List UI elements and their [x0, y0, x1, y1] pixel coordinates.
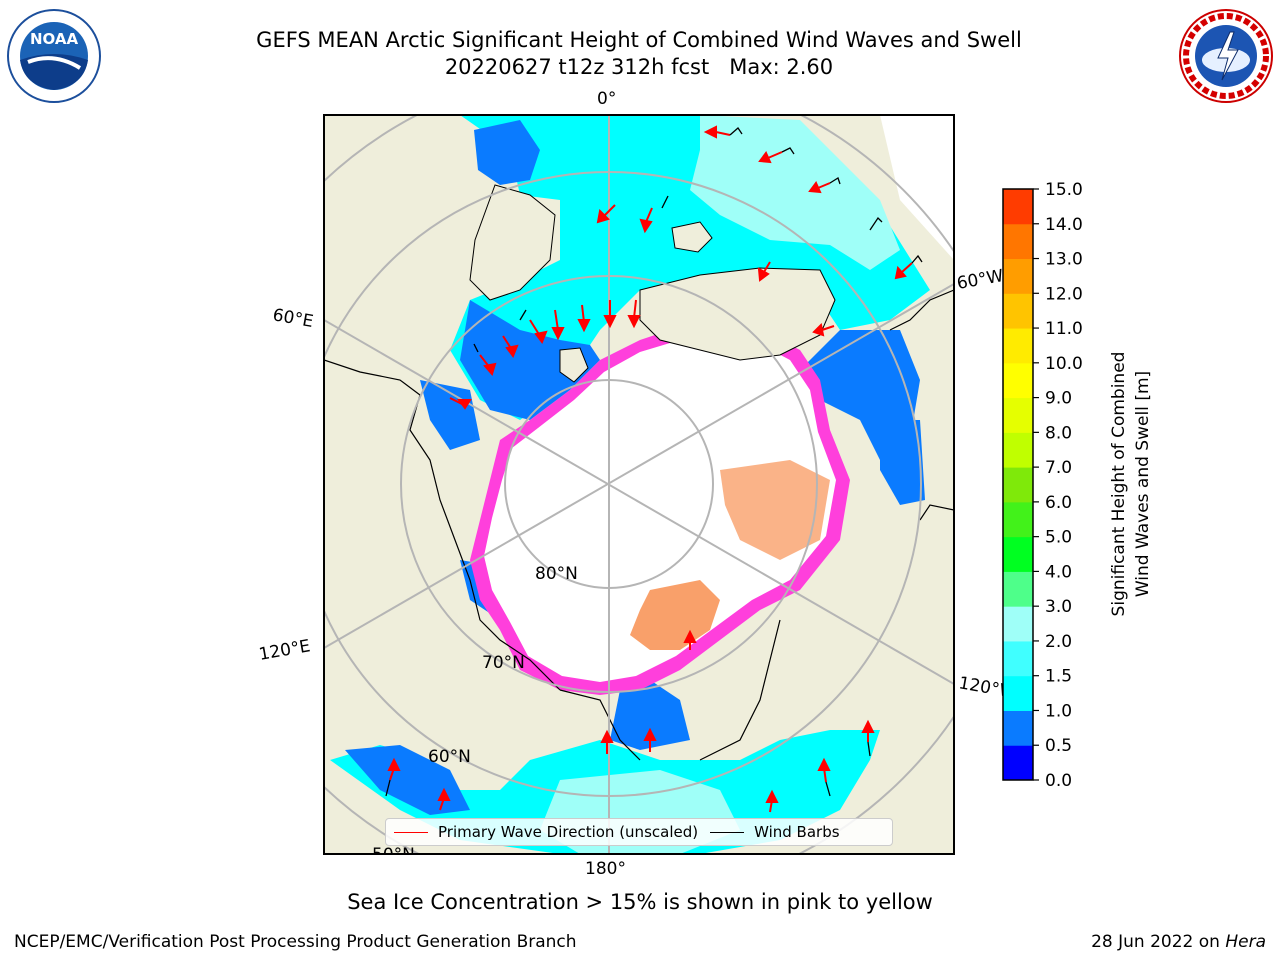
- colorbar-segment: [1003, 467, 1033, 503]
- colorbar-segment: [1003, 362, 1033, 399]
- colorbar-tick-label: 0.0: [1045, 771, 1072, 791]
- svalbard: [559, 347, 589, 383]
- colorbar-tick-label: 3.0: [1045, 597, 1072, 617]
- legend-swatch-black: [710, 831, 745, 833]
- colorbar-label-line2: Wind Waves and Swell [m]: [1133, 371, 1153, 597]
- lat-label-70: 70°N: [482, 653, 525, 673]
- footer-date: 28 Jun 2022 on Hera: [1091, 932, 1266, 952]
- graticule: [324, 115, 954, 854]
- colorbar-tick-label: 6.0: [1045, 493, 1072, 513]
- scandinavia: [469, 184, 556, 301]
- colorbar-segment: [1003, 745, 1033, 781]
- colorbar-tick-label: 2.0: [1045, 632, 1072, 652]
- primary-wave-arrows: [387, 125, 913, 813]
- footer-host: Hera: [1225, 932, 1266, 952]
- legend-item-wind-barbs: Wind Barbs: [710, 823, 840, 841]
- colorbar-tick-label: 12.0: [1045, 284, 1083, 304]
- sea-ice-footnote: Sea Ice Concentration > 15% is shown in …: [347, 890, 933, 914]
- colorbar-tick-label: 13.0: [1045, 250, 1083, 270]
- colorbar-tick-label: 5.0: [1045, 528, 1072, 548]
- legend-label-wind-barbs: Wind Barbs: [754, 823, 840, 841]
- colorbar-segment: [1003, 328, 1033, 364]
- legend-label-primary-wave: Primary Wave Direction (unscaled): [438, 823, 699, 841]
- noaa-logo-text: NOAA: [30, 30, 79, 48]
- colorbar-segment: [1003, 223, 1033, 260]
- laptev-sea: [420, 380, 480, 450]
- ice-concentration-patch: [630, 580, 720, 650]
- labrador-sea: [880, 420, 925, 505]
- lon-label-0: 0°: [597, 89, 616, 109]
- lon-label-180: 180°: [585, 859, 626, 879]
- lat-label-60: 60°N: [428, 747, 471, 767]
- colorbar-ticks: 0.0 0.5 1.0 1.5 2.0 3.0 4.0 5.0 6.0 7.0 8.0 9.0 10.0…: [1033, 180, 1083, 791]
- colorbar-label: Significant Height of Combined Wind Wave…: [1109, 352, 1153, 617]
- colorbar-tick-label: 1.0: [1045, 701, 1072, 721]
- chart-subtitle: 20220627 t12z 312h fcst Max: 2.60: [444, 55, 834, 79]
- colorbar-segment: [1003, 606, 1033, 642]
- colorbar-tick-label: 4.0: [1045, 562, 1072, 582]
- nws-logo: [1178, 8, 1274, 104]
- colorbar-tick-label: 8.0: [1045, 423, 1072, 443]
- colorbar-frame: [1002, 188, 1034, 781]
- colorbar-segment: [1003, 258, 1033, 294]
- colorbar-label-line1: Significant Height of Combined: [1109, 352, 1129, 617]
- colorbar-tick-label: 14.0: [1045, 215, 1083, 235]
- lat-label-50: 50°N: [372, 845, 415, 865]
- chart-title: GEFS MEAN Arctic Significant Height of C…: [256, 28, 1022, 52]
- iceland: [671, 221, 713, 253]
- white-sea: [474, 120, 540, 185]
- footer-date-text: 28 Jun 2022 on: [1091, 932, 1226, 952]
- colorbar-segment: [1003, 432, 1033, 468]
- colorbar-tick-label: 0.5: [1045, 736, 1072, 756]
- footer-branch: NCEP/EMC/Verification Post Processing Pr…: [14, 932, 577, 952]
- colorbar-segment: [1003, 675, 1033, 711]
- legend-item-primary-wave: Primary Wave Direction (unscaled): [394, 823, 698, 841]
- greenland-swell: [690, 115, 900, 270]
- colorbar-tick-label: 15.0: [1045, 180, 1083, 200]
- colorbar-tick-label: 7.0: [1045, 458, 1072, 478]
- colorbar-tick-label: 10.0: [1045, 354, 1083, 374]
- colorbar-segment: [1003, 501, 1033, 538]
- colorbar-segment: [1003, 710, 1033, 746]
- colorbar-tick-label: 9.0: [1045, 389, 1072, 409]
- colorbar-segment: [1003, 397, 1033, 433]
- map-frame: [323, 114, 955, 855]
- legend: Primary Wave Direction (unscaled) Wind B…: [385, 818, 893, 846]
- colorbar: [1003, 189, 1033, 781]
- lon-label-60w: 60°W: [955, 266, 1005, 294]
- colorbar-tick-label: 1.5: [1045, 667, 1072, 687]
- colorbar-segment: [1003, 571, 1033, 607]
- colorbar-tick-label: 11.0: [1045, 319, 1083, 339]
- colorbar-segment: [1003, 189, 1033, 225]
- archipelago-ice: [720, 460, 830, 560]
- colorbar-segment: [1003, 640, 1033, 677]
- colorbar-segment: [1003, 293, 1033, 329]
- colorbar-segment: [1003, 536, 1033, 572]
- legend-swatch-red: [394, 831, 428, 833]
- lon-label-60e: 60°E: [271, 305, 315, 332]
- bering-strait: [610, 680, 690, 750]
- noaa-logo: NOAA: [6, 8, 102, 104]
- lon-label-120e: 120°E: [257, 636, 311, 665]
- sea-ice-pack: [484, 334, 836, 682]
- sea-of-okhotsk: [345, 745, 470, 815]
- lat-label-80: 80°N: [535, 564, 578, 584]
- wind-barbs: [385, 127, 923, 797]
